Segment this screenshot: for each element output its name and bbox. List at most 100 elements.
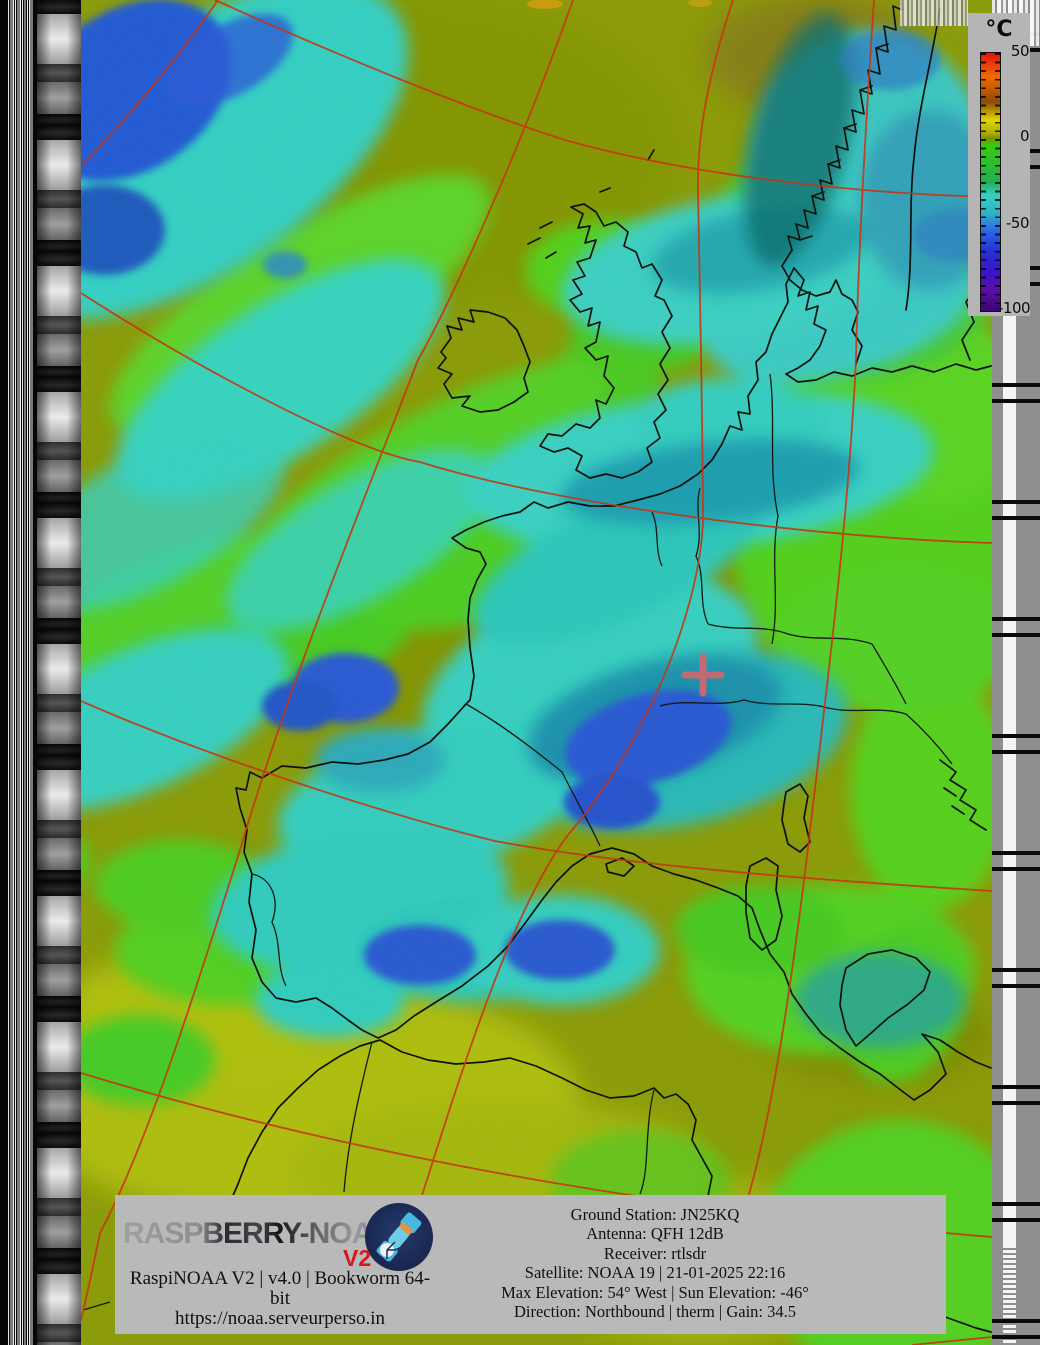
telemetry-wedge	[37, 504, 81, 518]
coast-west-europe	[235, 459, 992, 1101]
antenna-line: Antenna: QFH 12dB	[586, 1224, 724, 1244]
minute-marker-line	[992, 984, 1040, 988]
minute-marker-line	[992, 1319, 1040, 1323]
telemetry-wedge	[37, 140, 81, 190]
telemetry-wedge	[37, 252, 81, 266]
telemetry-wedge	[37, 694, 81, 712]
satellite-line: Satellite: NOAA 19 | 21-01-2025 22:16	[524, 1263, 786, 1283]
pixel-grain	[81, 0, 992, 1345]
ground-station-line: Ground Station: JN25KQ	[570, 1205, 740, 1224]
telemetry-wedge	[37, 334, 81, 366]
telemetry-wedge	[37, 568, 81, 586]
apt-stripe-noise	[1003, 1245, 1016, 1345]
telemetry-wedge	[37, 586, 81, 618]
footer-version-block: RaspiNOAA V2 | v4.0 | Bookworm 64- bit h…	[115, 1269, 445, 1329]
telemetry-wedge	[37, 1248, 81, 1260]
parallel-5	[911, 1336, 993, 1345]
graticule-lines	[80, 0, 993, 1345]
footer-version-line-wrap: bit	[269, 1288, 291, 1309]
direction-line: Direction: Northbound | therm | Gain: 34…	[513, 1302, 796, 1322]
telemetry-wedge	[37, 756, 81, 770]
telemetry-wedge	[37, 82, 81, 114]
telemetry-wedge	[37, 518, 81, 568]
elevation-line: Max Elevation: 54° West | Sun Elevation:…	[501, 1282, 809, 1302]
minute-marker-line	[992, 1335, 1040, 1339]
coast-norway-fjords	[781, 0, 903, 267]
telemetry-wedge	[37, 14, 81, 64]
telemetry-wedge	[37, 240, 81, 252]
apt-telemetry-wedges-left	[37, 0, 81, 1345]
satellite-icon	[365, 1203, 433, 1271]
coast-great-britain	[539, 203, 673, 479]
top-edge-artifacts	[527, 0, 712, 9]
telemetry-wedge	[37, 1274, 81, 1324]
meridian-3	[417, 0, 734, 1209]
apt-sync-stripe-right	[1003, 0, 1016, 1345]
minute-marker-line	[992, 1101, 1040, 1105]
telemetry-wedge	[37, 964, 81, 996]
telemetry-wedge	[37, 618, 81, 630]
telemetry-wedge	[37, 996, 81, 1008]
telemetry-wedge	[37, 392, 81, 442]
telemetry-wedge	[37, 64, 81, 82]
telemetry-wedge	[37, 442, 81, 460]
ground-station-marker	[681, 653, 725, 697]
left-edge-black-band	[0, 0, 8, 1345]
footer-pass-details: Ground Station: JN25KQ Antenna: QFH 12dB…	[440, 1205, 870, 1321]
minute-marker-line	[992, 750, 1040, 754]
minute-marker-line	[992, 617, 1040, 621]
footer-branding: RASPBERRY-NOAA V2 RaspiNOAA V2 | v4.0	[115, 1195, 445, 1334]
telemetry-wedge	[37, 1072, 81, 1090]
parallel-1	[214, 0, 993, 198]
telemetry-wedge	[37, 0, 81, 14]
minute-marker-line	[992, 968, 1040, 972]
coast-sicily	[839, 949, 931, 1047]
telemetry-wedge	[37, 896, 81, 946]
colorbar-ticks-left	[981, 53, 986, 311]
coast-norway-fjord-ticks	[799, 43, 889, 241]
apt-sync-stripes	[8, 0, 33, 1345]
telemetry-wedge	[37, 1198, 81, 1216]
colorbar-ticks-right	[995, 53, 1000, 311]
telemetry-wedge	[37, 644, 81, 694]
telemetry-wedge	[37, 1342, 81, 1345]
temperature-legend: °C 50 0 -50 -100	[968, 13, 1031, 317]
minute-marker-line	[992, 500, 1040, 504]
telemetry-wedge	[37, 870, 81, 882]
legend-tick-50: 50	[1010, 42, 1030, 60]
telemetry-noise-patch	[900, 0, 968, 26]
minute-marker-line	[992, 633, 1040, 637]
telemetry-wedge	[37, 1260, 81, 1274]
telemetry-wedge	[37, 838, 81, 870]
receiver-line: Receiver: rtlsdr	[603, 1243, 707, 1263]
legend-title: °C	[985, 17, 1013, 42]
country-borders	[82, 373, 953, 1311]
telemetry-wedge	[37, 366, 81, 378]
telemetry-wedge	[37, 770, 81, 820]
telemetry-wedge	[37, 378, 81, 392]
coast-norway-south	[781, 265, 863, 365]
telemetry-wedge	[37, 316, 81, 334]
coast-corsica	[781, 783, 811, 853]
coast-sardinia	[745, 857, 783, 951]
telemetry-wedge	[37, 1122, 81, 1134]
telemetry-wedge	[37, 882, 81, 896]
coast-scottish-isles	[527, 149, 655, 259]
telemetry-wedge	[37, 266, 81, 316]
parallel-2	[80, 292, 993, 544]
border-norway-sweden	[905, 7, 941, 311]
meridian-2	[80, 0, 574, 1321]
minute-marker-line	[992, 399, 1040, 403]
telemetry-wedge	[37, 1022, 81, 1072]
telemetry-wedge	[37, 126, 81, 140]
telemetry-wedge	[37, 208, 81, 240]
coastlines	[231, 0, 992, 1333]
coast-north-sea	[711, 267, 795, 461]
telemetry-wedge	[37, 712, 81, 744]
telemetry-wedge	[37, 1216, 81, 1248]
logo-v2-badge: V2	[343, 1245, 372, 1271]
minute-marker-line	[992, 383, 1040, 387]
telemetry-wedge	[37, 492, 81, 504]
